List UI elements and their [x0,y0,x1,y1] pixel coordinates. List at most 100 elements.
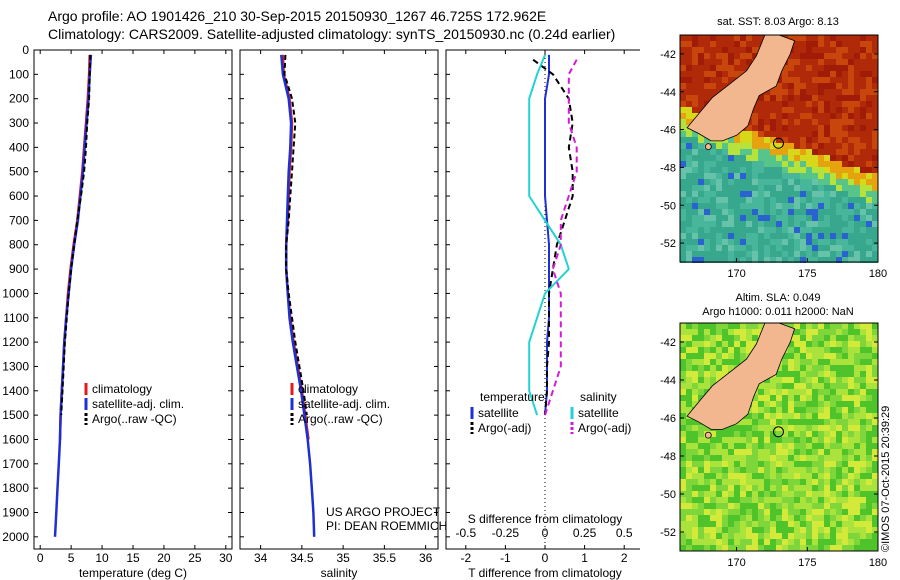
lat-tick-label: -42 [660,337,676,349]
x-tick-label: 15 [126,551,140,565]
south-island-land [686,322,796,430]
map-frame [679,322,879,552]
y-tick-label: 300 [9,116,29,130]
y-tick-label: 1700 [2,457,29,471]
x-tick-label: -1 [500,551,511,565]
legend-label: Argo(-adj) [478,421,531,435]
s-diff-tick-label: 0.25 [573,526,597,540]
x-tick-label: 0 [542,551,549,565]
x-tick-label: 1 [581,551,588,565]
y-tick-label: 1200 [2,335,29,349]
x-axis-label: T difference from climatology [468,566,622,580]
x-tick-label: 0 [37,551,44,565]
profile-title: Argo profile: AO 1901426_210 30-Sep-2015… [48,8,547,24]
lat-tick-label: -46 [660,413,676,425]
legend-label: satellite [478,406,519,420]
plot-frame [239,49,439,550]
x-axis-label: temperature (deg C) [79,566,187,580]
float-position-marker [772,137,784,149]
climatology-title: Climatology: CARS2009. Satellite-adjuste… [48,26,616,42]
x-axis-label: salinity [321,566,358,580]
y-tick-label: 1100 [3,311,29,325]
y-tick-label: 400 [9,140,29,154]
x-tick-label: 2 [621,551,628,565]
s-diff-tick-label: 0.5 [616,526,633,540]
profile-panel-3: -2 -1 0 1 2T difference from climatology -0.5… [445,49,640,580]
series-argo-raw-qc--line [283,54,308,416]
x-tick-label: 5 [68,551,75,565]
legend-label: climatology [92,382,152,396]
project-pi: PI: DEAN ROEMMICH [326,519,448,533]
float-position-marker [772,426,784,438]
y-tick-label: 2000 [2,530,29,544]
y-tick-label: 200 [9,92,29,106]
lat-tick-label: -50 [660,200,676,212]
profile-panel-1: 0100200300400500600700800900100011001200… [2,43,233,580]
y-tick-label: 800 [9,238,29,252]
map-frame [679,34,879,263]
x-tick-label: 10 [95,551,109,565]
series-argo-raw-qc--line [60,54,92,416]
sla-map-title-line1: Altim. SLA: 0.049 [735,292,821,304]
legend-label: satellite-adj. clim. [298,397,390,411]
y-tick-label: 0 [22,43,29,57]
y-tick-label: 1300 [2,359,29,373]
x-tick-label: 34.5 [290,551,314,565]
series-satellite-line [528,54,570,416]
sst-map-field [680,35,878,263]
y-tick-label: 700 [9,213,29,227]
south-island-land [686,34,796,142]
profile-panel-2: 34 34.5 35 35.5 36 salinity climatologysatelli… [239,49,439,580]
s-diff-tick-label: 0 [542,526,549,540]
y-tick-label: 500 [9,165,29,179]
lon-tick-label: 170 [727,268,745,280]
y-tick-label: 1400 [2,384,29,398]
x-tick-label: 35 [336,551,350,565]
sla-map: -42 -44 -46 -48 -50 -52 170 175 180 [660,322,887,569]
lon-tick-label: 170 [727,557,745,569]
lat-tick-label: -44 [660,87,676,99]
x-tick-label: 20 [157,551,171,565]
stewart-island-land [704,431,712,439]
lon-tick-label: 175 [798,557,816,569]
x-tick-label: 25 [188,551,202,565]
sla-map-title-line2: Argo h1000: 0.011 h2000: NaN [702,306,854,318]
s-diff-tick-label: -0.5 [455,526,476,540]
legend-header: salinity [580,390,617,404]
lat-tick-label: -48 [660,451,676,463]
x-tick-label: 30 [219,551,233,565]
x-tick-label: 36 [419,551,433,565]
legend-label: Argo(..raw -QC) [298,412,383,426]
y-tick-label: 1000 [2,286,29,300]
y-tick-label: 600 [9,189,29,203]
x-tick-label: 34 [254,551,268,565]
lat-tick-label: -52 [660,527,676,539]
lon-tick-label: 175 [798,268,816,280]
legend-label: Argo(..raw -QC) [92,412,177,426]
series-argo-adj--line [532,58,574,416]
y-tick-label: 100 [9,67,29,81]
y-tick-label: 900 [9,262,29,276]
imos-credit: ©IMOS 07-Oct-2015 20:39:29 [880,405,892,552]
series-argo-adj--line [544,59,578,416]
y-tick-label: 1600 [2,432,29,446]
plot-frame [33,49,233,550]
lat-tick-label: -48 [660,162,676,174]
project-note: US ARGO PROJECT PI: DEAN ROEMMICH [326,505,447,533]
y-tick-label: 1500 [2,408,29,422]
lat-tick-label: -52 [660,238,676,250]
legend-label: climatology [298,382,358,396]
lat-tick-label: -46 [660,125,676,137]
lon-tick-label: 180 [869,268,887,280]
lat-tick-label: -42 [660,49,676,61]
legend-label: Argo(-adj) [578,421,631,435]
legend-label: satellite [578,406,619,420]
lat-tick-label: -44 [660,375,676,387]
lat-tick-label: -50 [660,489,676,501]
x-tick-label: -2 [460,551,471,565]
sst-map: -42 -44 -46 -48 -50 -52 170 175 180 [660,34,887,280]
project-name: US ARGO PROJECT [326,505,441,519]
sst-map-title: sat. SST: 8.03 Argo: 8.13 [717,16,839,28]
y-tick-label: 1800 [2,481,29,495]
stewart-island-land [704,143,712,151]
